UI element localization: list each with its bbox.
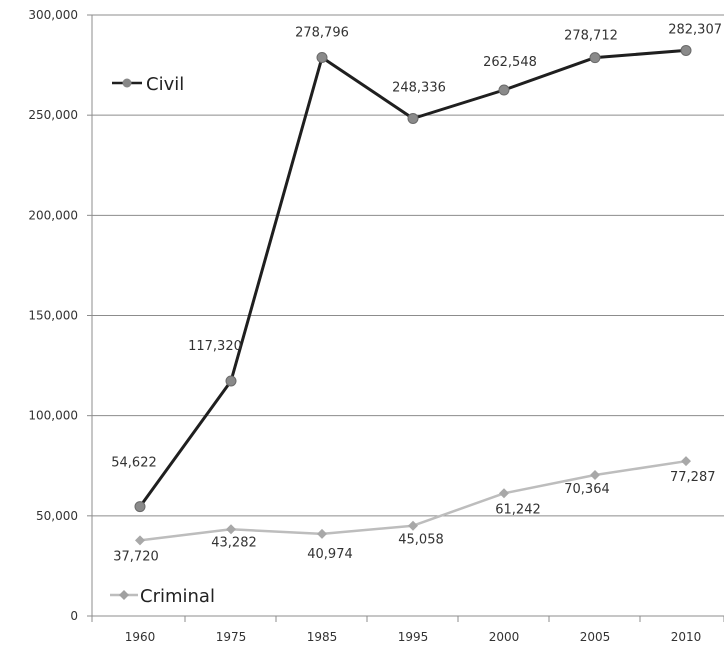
y-tick-label: 0: [70, 609, 78, 623]
data-label-criminal: 77,287: [670, 470, 716, 485]
data-point-civil: [407, 113, 419, 125]
data-point-civil: [498, 84, 510, 96]
data-point-criminal: [499, 488, 509, 499]
data-label-criminal: 70,364: [564, 482, 610, 497]
y-axis-tick-labels: 0 50,000 100,000 150,000 200,000 250,000 300,0…: [28, 8, 78, 623]
data-point-civil: [680, 44, 692, 56]
legend-item-criminal: Criminal: [110, 586, 215, 607]
x-tick-label: 2010: [671, 630, 702, 644]
data-labels-layer: 54,622 117,320 278,796 248,336 262,548 278,71…: [111, 22, 722, 564]
legend-civil-marker-icon: [122, 78, 132, 88]
legend-civil-label: Civil: [146, 74, 184, 95]
data-point-civil: [134, 501, 146, 513]
y-tick-label: 100,000: [28, 409, 78, 423]
data-label-civil: 262,548: [483, 55, 537, 70]
data-label-civil: 117,320: [188, 339, 242, 354]
x-tick-label: 2005: [580, 630, 611, 644]
y-tick-label: 200,000: [28, 208, 78, 222]
legend-item-civil: Civil: [112, 74, 184, 95]
data-point-civil: [589, 52, 601, 64]
data-point-criminal: [408, 520, 418, 531]
axes: [87, 14, 724, 622]
y-tick-label: 150,000: [28, 309, 78, 323]
x-tick-label: 1960: [125, 630, 156, 644]
data-point-criminal: [135, 535, 145, 546]
series-layer: [134, 44, 692, 546]
data-label-criminal: 45,058: [398, 533, 444, 548]
data-point-criminal: [317, 528, 327, 539]
data-label-civil: 278,796: [295, 25, 349, 40]
legend-criminal-label: Criminal: [140, 586, 215, 607]
data-label-criminal: 61,242: [495, 502, 541, 517]
data-point-civil: [225, 375, 237, 387]
data-label-civil: 54,622: [111, 456, 157, 471]
y-tick-label: 50,000: [36, 509, 78, 523]
y-tick-label: 250,000: [28, 108, 78, 122]
x-axis-tick-labels: 1960 1975 1985 1995 2000 2005 2010: [125, 630, 702, 644]
data-label-civil: 278,712: [564, 29, 618, 44]
data-label-criminal: 43,282: [211, 535, 257, 550]
x-tick-label: 1985: [307, 630, 338, 644]
data-point-civil: [316, 51, 328, 63]
data-point-criminal: [681, 456, 691, 467]
x-tick-label: 2000: [489, 630, 520, 644]
data-label-criminal: 37,720: [113, 549, 159, 564]
data-point-criminal: [590, 470, 600, 481]
x-tick-label: 1995: [398, 630, 429, 644]
legend-criminal-marker-icon: [119, 590, 129, 600]
x-tick-label: 1975: [216, 630, 247, 644]
y-tick-label: 300,000: [28, 8, 78, 22]
data-label-civil: 248,336: [392, 81, 446, 96]
data-point-criminal: [226, 524, 236, 535]
data-label-criminal: 40,974: [307, 547, 353, 562]
data-label-civil: 282,307: [668, 22, 722, 37]
